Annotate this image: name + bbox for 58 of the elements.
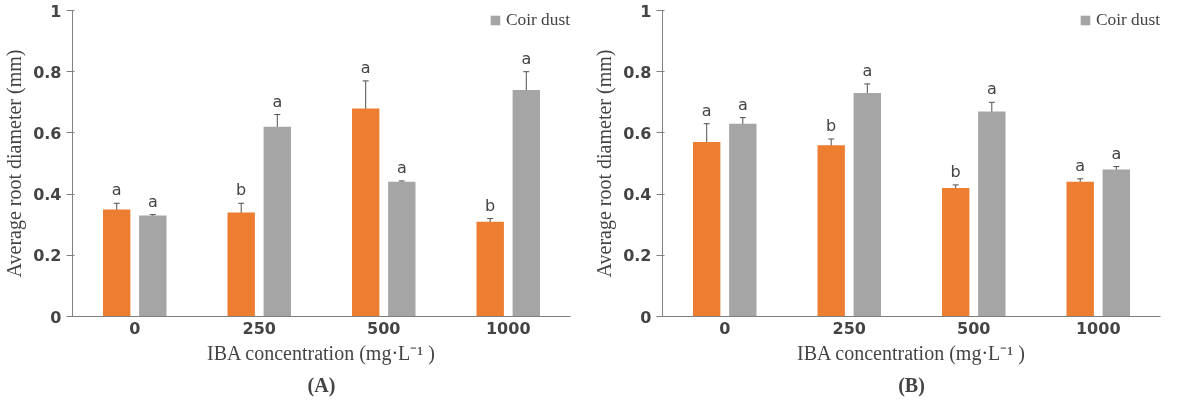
y-tick-label: 0.8 <box>33 62 62 82</box>
text: (A) <box>307 373 336 397</box>
y-axis-title: Average root diameter (mm) <box>3 49 27 278</box>
y-tick-label: 0.2 <box>33 246 62 266</box>
bar <box>139 215 167 317</box>
bar <box>978 111 1006 317</box>
x-tick-label: 0 <box>719 318 731 338</box>
bar <box>352 108 380 317</box>
data-label: a <box>111 180 122 200</box>
data-label: b <box>236 180 247 200</box>
x-tick-label: 500 <box>957 318 991 338</box>
bar <box>263 126 291 317</box>
bar <box>512 90 540 317</box>
y-tick-label: 0.6 <box>623 123 652 143</box>
data-label: b <box>485 195 496 215</box>
y-tick-label: 0.4 <box>33 185 62 205</box>
bar <box>1102 169 1130 317</box>
x-tick-label: 0 <box>129 318 141 338</box>
bar <box>227 212 255 317</box>
data-label: b <box>826 116 837 136</box>
data-label: a <box>396 157 407 177</box>
bar <box>1066 181 1094 317</box>
x-tick-label: 1000 <box>485 318 531 338</box>
bar <box>103 209 131 317</box>
bar <box>388 181 416 317</box>
y-tick-label: 0.6 <box>33 123 62 143</box>
data-label: a <box>521 48 532 68</box>
y-tick-label: 0.4 <box>623 185 652 205</box>
data-label: a <box>272 91 283 111</box>
bar <box>817 145 845 317</box>
data-label: b <box>950 161 961 181</box>
y-tick-label: 0.2 <box>623 246 652 266</box>
data-label: a <box>1111 143 1122 163</box>
bar <box>476 221 504 317</box>
bar <box>942 187 970 317</box>
y-tick-label: 1 <box>50 1 62 21</box>
x-axis-title: IBA concentration (mg·L⁻¹ ) <box>206 341 435 365</box>
data-label: a <box>737 94 748 114</box>
bar <box>693 142 721 317</box>
data-label: a <box>147 191 158 211</box>
bar <box>853 93 881 317</box>
x-tick-label: 250 <box>832 318 866 338</box>
data-label: a <box>701 100 712 120</box>
data-label: a <box>1075 155 1086 175</box>
x-tick-label: 1000 <box>1075 318 1121 338</box>
bar <box>729 123 757 317</box>
data-label: a <box>986 79 997 99</box>
y-axis-title: Average root diameter (mm) <box>593 49 617 278</box>
x-tick-label: 250 <box>242 318 276 338</box>
y-tick-label: 0.8 <box>623 62 652 82</box>
x-tick-label: 500 <box>367 318 401 338</box>
text: (B) <box>898 373 925 397</box>
data-label: a <box>862 60 873 80</box>
data-label: a <box>360 57 371 77</box>
x-axis-title: IBA concentration (mg·L⁻¹ ) <box>796 341 1025 365</box>
y-tick-label: 1 <box>640 1 652 21</box>
legend-label: Coir dust <box>1095 10 1160 30</box>
legend-label: Coir dust <box>505 10 570 30</box>
